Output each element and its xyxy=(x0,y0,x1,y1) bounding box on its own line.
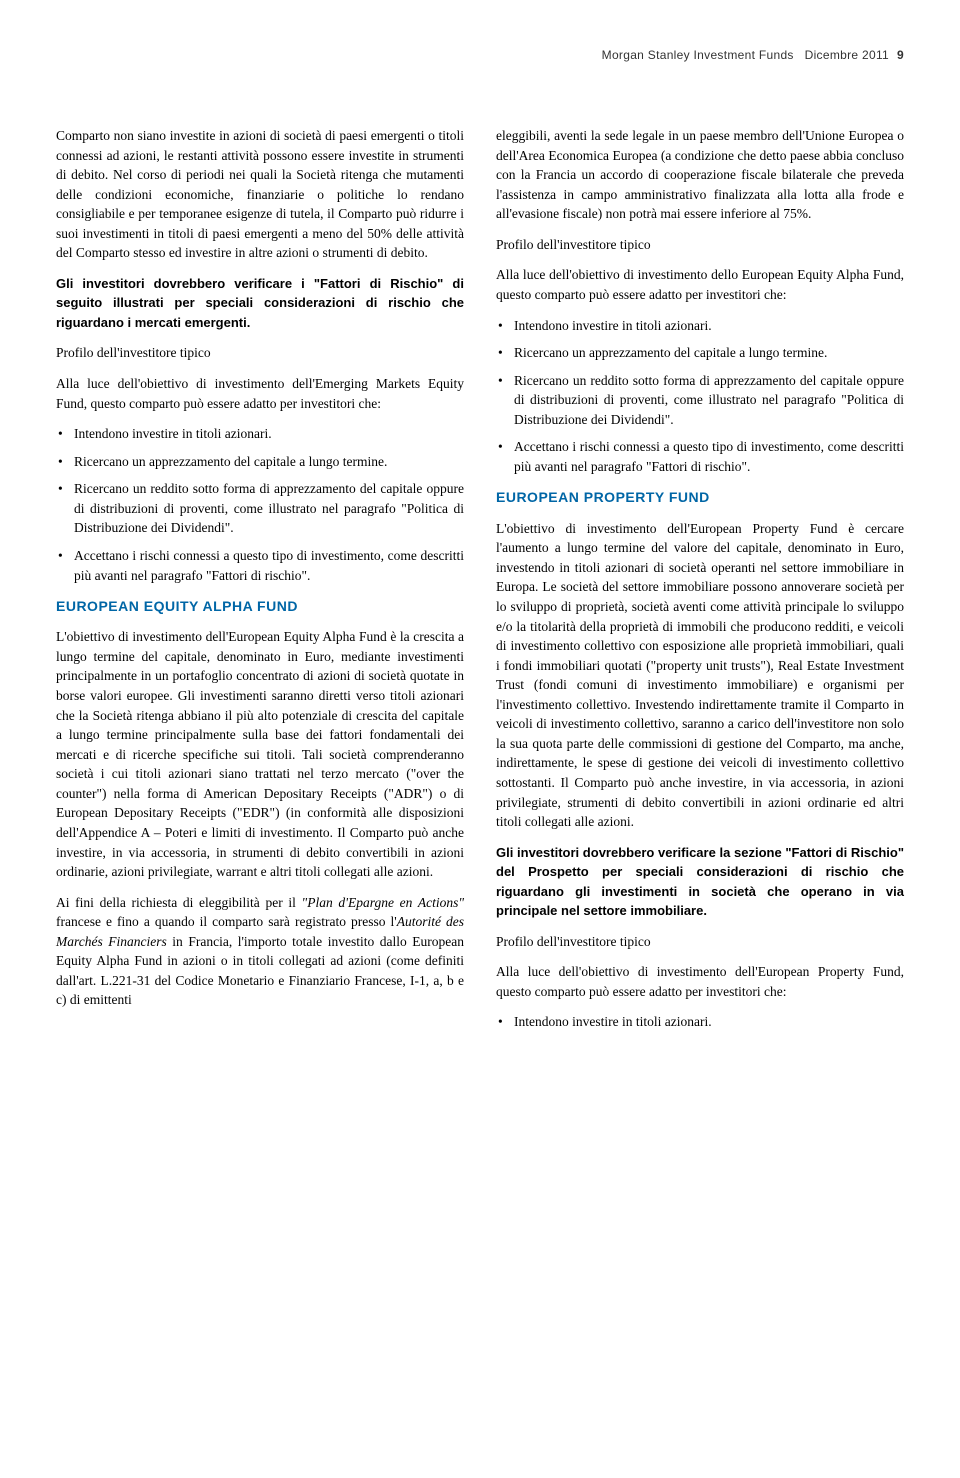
risk-notice: Gli investitori dovrebbero verificare la… xyxy=(496,843,904,921)
text-run: francese e fino a quando il comparto sar… xyxy=(56,914,397,929)
fund-heading: EUROPEAN PROPERTY FUND xyxy=(496,487,904,507)
list-item: Intendono investire in titoli azionari. xyxy=(56,424,464,444)
page-header: Morgan Stanley Investment Funds Dicembre… xyxy=(56,48,904,62)
paragraph: Ai fini della richiesta di eleggibilità … xyxy=(56,893,464,1010)
list-item: Ricercano un reddito sotto forma di appr… xyxy=(496,371,904,430)
paragraph: L'obiettivo di investimento dell'Europea… xyxy=(496,519,904,832)
header-date: Dicembre 2011 xyxy=(805,48,889,62)
list-item: Intendono investire in titoli azionari. xyxy=(496,316,904,336)
bullet-list: Intendono investire in titoli azionari. … xyxy=(496,316,904,477)
risk-notice: Gli investitori dovrebbero verificare i … xyxy=(56,274,464,333)
paragraph: Alla luce dell'obiettivo di investimento… xyxy=(56,374,464,413)
paragraph: eleggibili, aventi la sede legale in un … xyxy=(496,126,904,224)
italic-text: "Plan d'Epargne en Actions" xyxy=(302,895,464,910)
investor-profile-heading: Profilo dell'investitore tipico xyxy=(496,235,904,255)
paragraph: L'obiettivo di investimento dell'Europea… xyxy=(56,627,464,881)
list-item: Accettano i rischi connessi a questo tip… xyxy=(56,546,464,585)
header-title: Morgan Stanley Investment Funds xyxy=(602,48,794,62)
list-item: Ricercano un apprezzamento del capitale … xyxy=(56,452,464,472)
bullet-list: Intendono investire in titoli azionari. xyxy=(496,1012,904,1032)
text-run: Ai fini della richiesta di eleggibilità … xyxy=(56,895,302,910)
list-item: Intendono investire in titoli azionari. xyxy=(496,1012,904,1032)
list-item: Accettano i rischi connessi a questo tip… xyxy=(496,437,904,476)
document-body: Comparto non siano investite in azioni d… xyxy=(56,126,904,1032)
paragraph: Alla luce dell'obiettivo di investimento… xyxy=(496,265,904,304)
list-item: Ricercano un reddito sotto forma di appr… xyxy=(56,479,464,538)
investor-profile-heading: Profilo dell'investitore tipico xyxy=(496,932,904,952)
investor-profile-heading: Profilo dell'investitore tipico xyxy=(56,343,464,363)
page-number: 9 xyxy=(897,48,904,62)
list-item: Ricercano un apprezzamento del capitale … xyxy=(496,343,904,363)
paragraph: Comparto non siano investite in azioni d… xyxy=(56,126,464,263)
fund-heading: EUROPEAN EQUITY ALPHA FUND xyxy=(56,596,464,616)
bullet-list: Intendono investire in titoli azionari. … xyxy=(56,424,464,585)
paragraph: Alla luce dell'obiettivo di investimento… xyxy=(496,962,904,1001)
